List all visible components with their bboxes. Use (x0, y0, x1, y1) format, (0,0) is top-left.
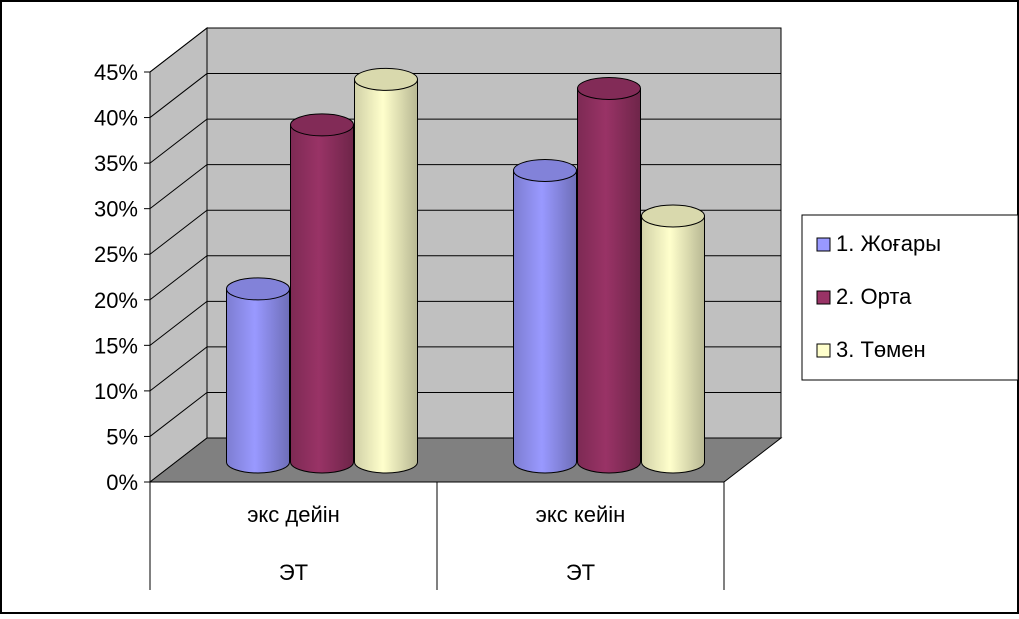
bar (354, 67, 418, 474)
bar (577, 76, 641, 474)
gridline (149, 73, 781, 118)
x-group-label: ЭТ (279, 560, 308, 585)
bar-top (577, 76, 641, 100)
legend-label: 2. Орта (836, 284, 912, 309)
y-tick-label: 45% (94, 60, 138, 85)
y-tick-label: 15% (94, 333, 138, 358)
bar-body (577, 87, 641, 474)
bar-top (354, 67, 418, 91)
bar-top (290, 113, 354, 137)
legend-label: 1. Жоғары (836, 231, 941, 256)
y-tick-label: 10% (94, 379, 138, 404)
y-tick-label: 35% (94, 151, 138, 176)
bar (290, 113, 354, 474)
y-tick-label: 25% (94, 242, 138, 267)
bar-body (354, 78, 418, 474)
gridline (149, 27, 781, 73)
bar-body (513, 169, 577, 474)
bar-top (513, 158, 577, 182)
x-tick-label: экс кейін (536, 502, 626, 527)
y-tick-label: 30% (94, 197, 138, 222)
y-tick-label: 20% (94, 288, 138, 313)
y-tick-label: 5% (106, 424, 138, 449)
legend-swatch (816, 237, 831, 252)
bar (641, 204, 705, 474)
y-tick-label: 40% (94, 106, 138, 131)
x-tick-label: экс дейін (247, 502, 340, 527)
bar-top (641, 204, 705, 228)
legend-label: 3. Төмен (836, 337, 926, 362)
legend-swatch (816, 343, 831, 358)
bar-top (226, 277, 290, 301)
legend-box (801, 214, 1019, 381)
bar (226, 277, 290, 474)
bar-body (226, 288, 290, 474)
bar-body (641, 215, 705, 474)
bar-body (290, 124, 354, 474)
x-group-label: ЭТ (566, 560, 595, 585)
y-tick-label: 0% (106, 470, 138, 495)
legend-swatch (816, 290, 831, 305)
bar (513, 158, 577, 474)
